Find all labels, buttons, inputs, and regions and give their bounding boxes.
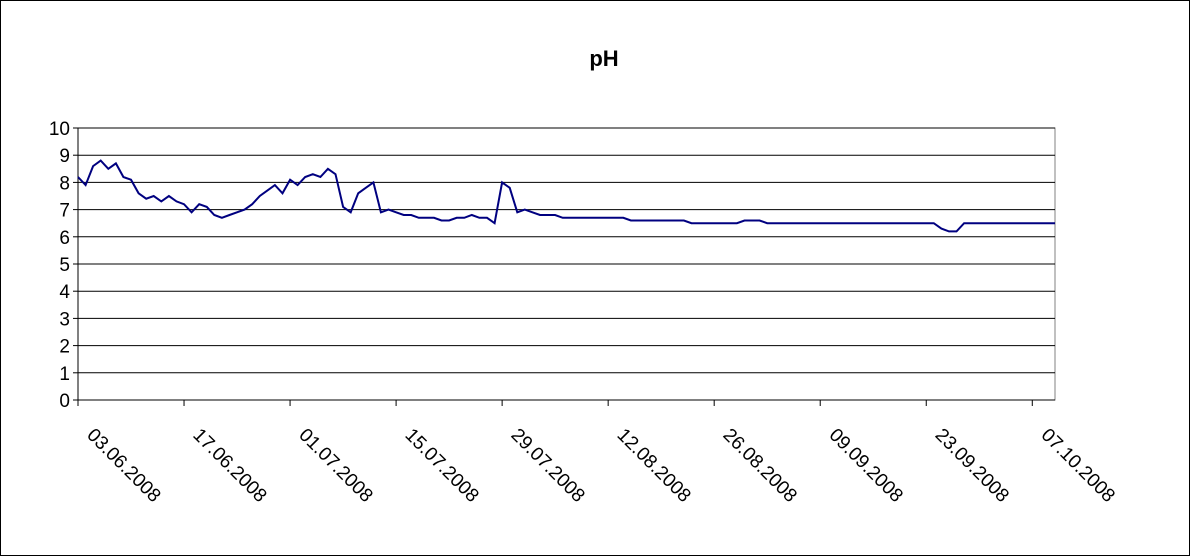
y-tick-label: 6 — [59, 228, 70, 249]
y-tick-label: 7 — [59, 201, 70, 222]
y-tick-label: 1 — [59, 364, 70, 385]
data-line — [77, 159, 1055, 233]
y-tick-label: 5 — [59, 255, 70, 276]
y-tick-label: 3 — [59, 309, 70, 330]
y-tick-label: 2 — [59, 337, 70, 358]
y-tick-label: 10 — [49, 119, 70, 140]
chart-title: pH — [589, 46, 618, 71]
y-tick-label: 9 — [59, 146, 70, 167]
y-tick-label: 8 — [59, 173, 70, 194]
y-tick-label: 0 — [59, 391, 70, 412]
y-tick-label: 4 — [59, 282, 70, 303]
